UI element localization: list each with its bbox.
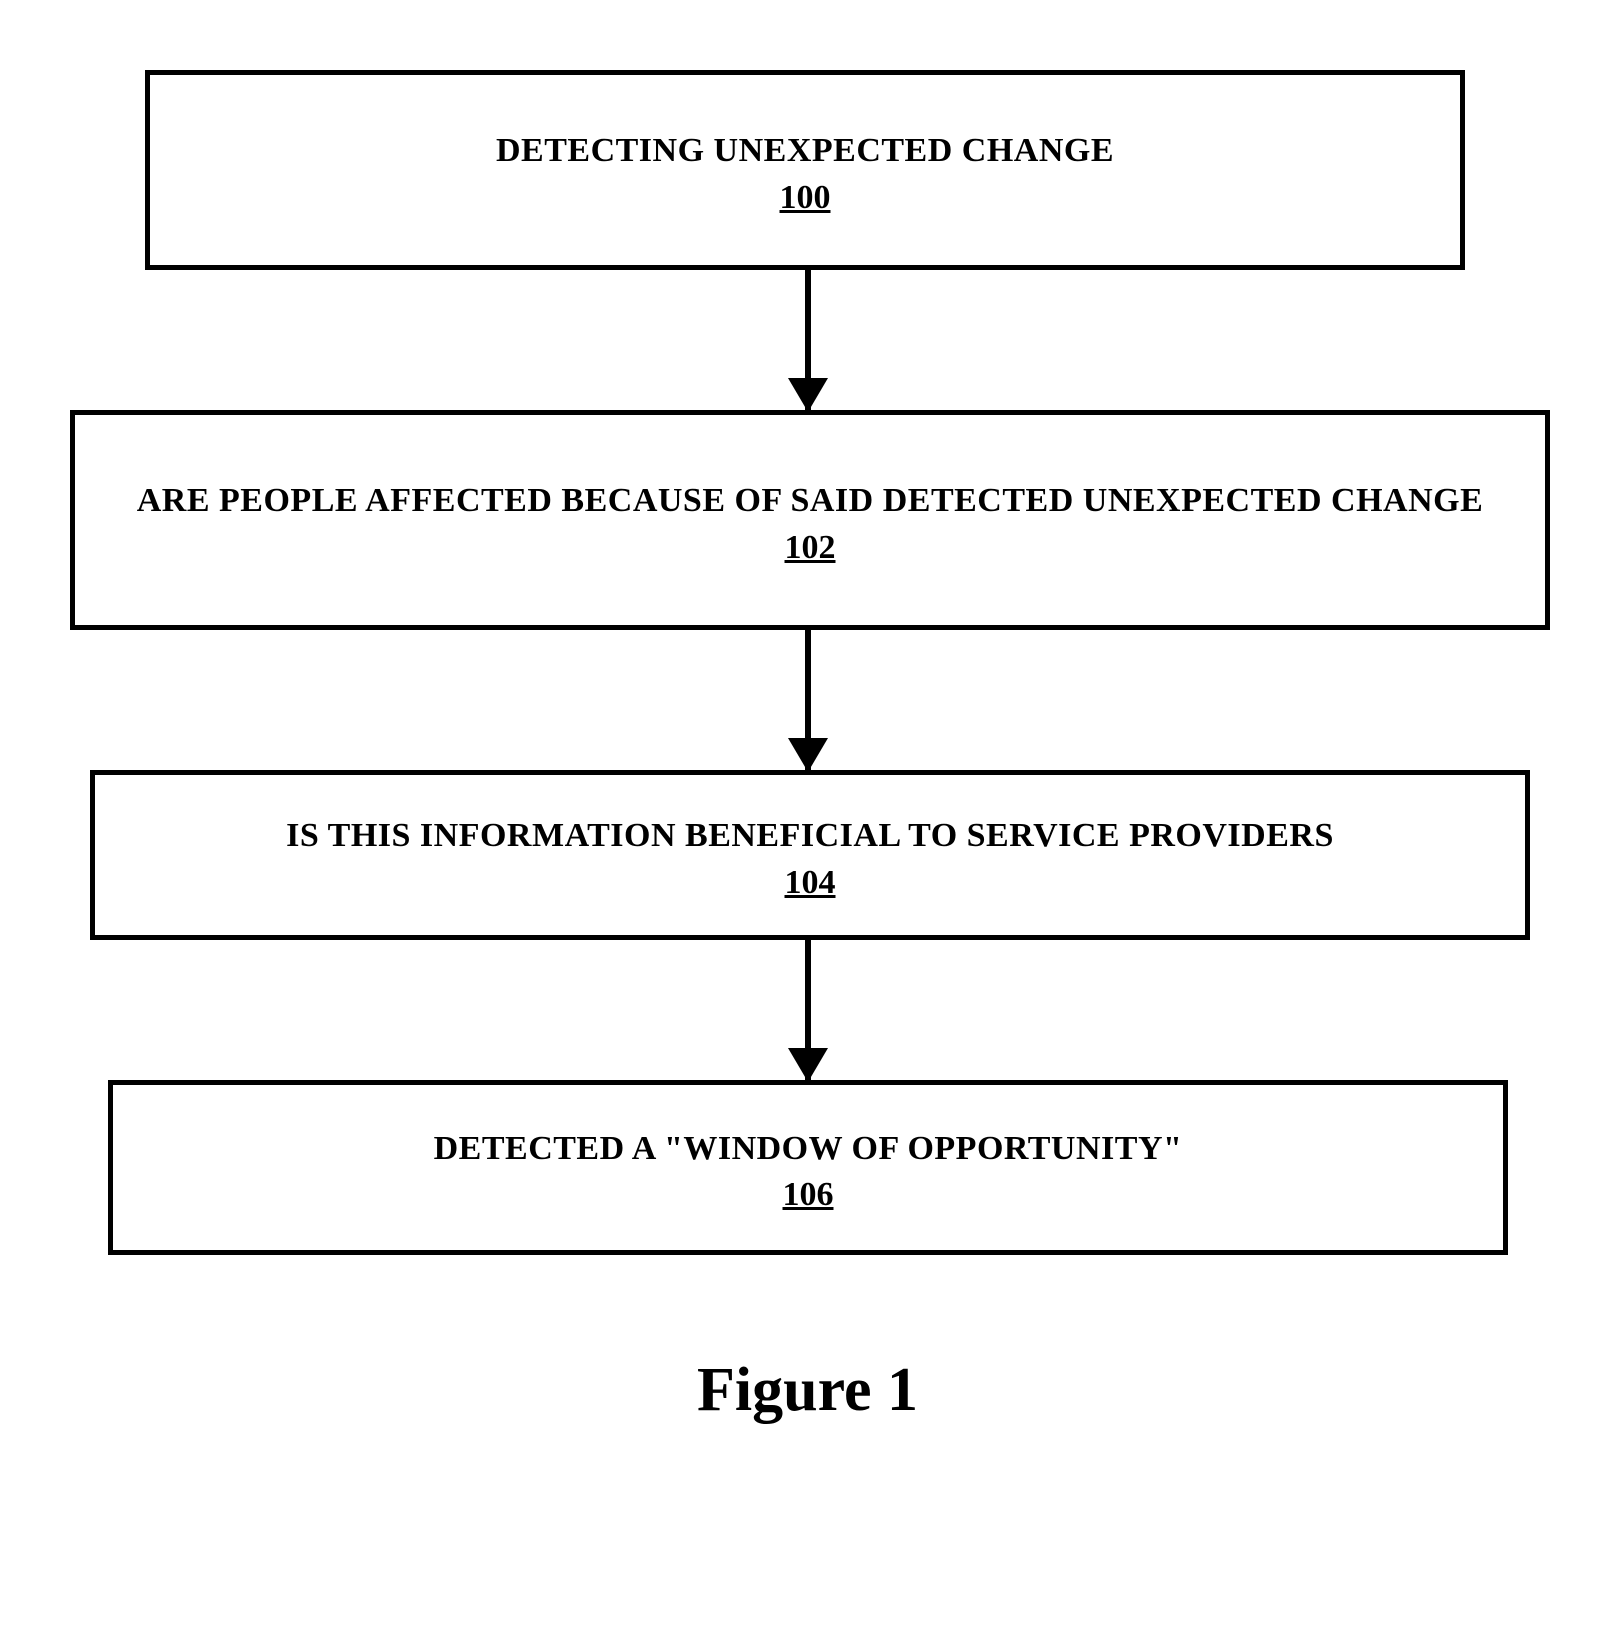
arrow-head-icon — [788, 1048, 828, 1082]
box-number: 104 — [785, 864, 836, 902]
box-title: IS THIS INFORMATION BENEFICIAL TO SERVIC… — [286, 814, 1334, 858]
box-title: DETECTING UNEXPECTED CHANGE — [496, 129, 1114, 173]
arrow-head-icon — [788, 738, 828, 772]
flow-box-102: ARE PEOPLE AFFECTED BECAUSE OF SAID DETE… — [70, 410, 1550, 630]
arrow-100-to-102 — [0, 270, 1615, 410]
flowchart-container: DETECTING UNEXPECTED CHANGE 100 ARE PEOP… — [0, 0, 1615, 1426]
box-number: 106 — [783, 1176, 834, 1214]
flow-box-100: DETECTING UNEXPECTED CHANGE 100 — [145, 70, 1465, 270]
arrow-104-to-106 — [0, 940, 1615, 1080]
box-title: DETECTED A "WINDOW OF OPPORTUNITY" — [434, 1127, 1183, 1171]
box-number: 100 — [780, 179, 831, 217]
figure-caption: Figure 1 — [0, 1355, 1615, 1426]
box-title: ARE PEOPLE AFFECTED BECAUSE OF SAID DETE… — [137, 479, 1484, 523]
arrow-102-to-104 — [0, 630, 1615, 770]
flow-box-104: IS THIS INFORMATION BENEFICIAL TO SERVIC… — [90, 770, 1530, 940]
box-number: 102 — [785, 529, 836, 567]
flow-box-106: DETECTED A "WINDOW OF OPPORTUNITY" 106 — [108, 1080, 1508, 1255]
arrow-head-icon — [788, 378, 828, 412]
